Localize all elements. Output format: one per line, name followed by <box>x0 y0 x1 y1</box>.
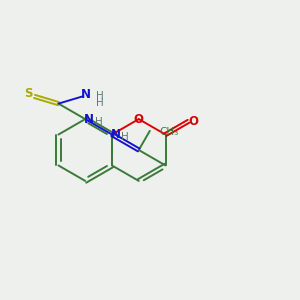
Text: H: H <box>96 98 104 108</box>
Text: O: O <box>134 112 144 126</box>
Text: H: H <box>96 92 104 101</box>
Text: N: N <box>81 88 91 100</box>
Text: O: O <box>189 115 199 128</box>
Text: H: H <box>94 117 102 127</box>
Text: CH₃: CH₃ <box>159 127 178 137</box>
Text: S: S <box>24 87 33 100</box>
Text: N: N <box>84 112 94 126</box>
Text: N: N <box>110 128 121 141</box>
Text: H: H <box>122 133 129 142</box>
